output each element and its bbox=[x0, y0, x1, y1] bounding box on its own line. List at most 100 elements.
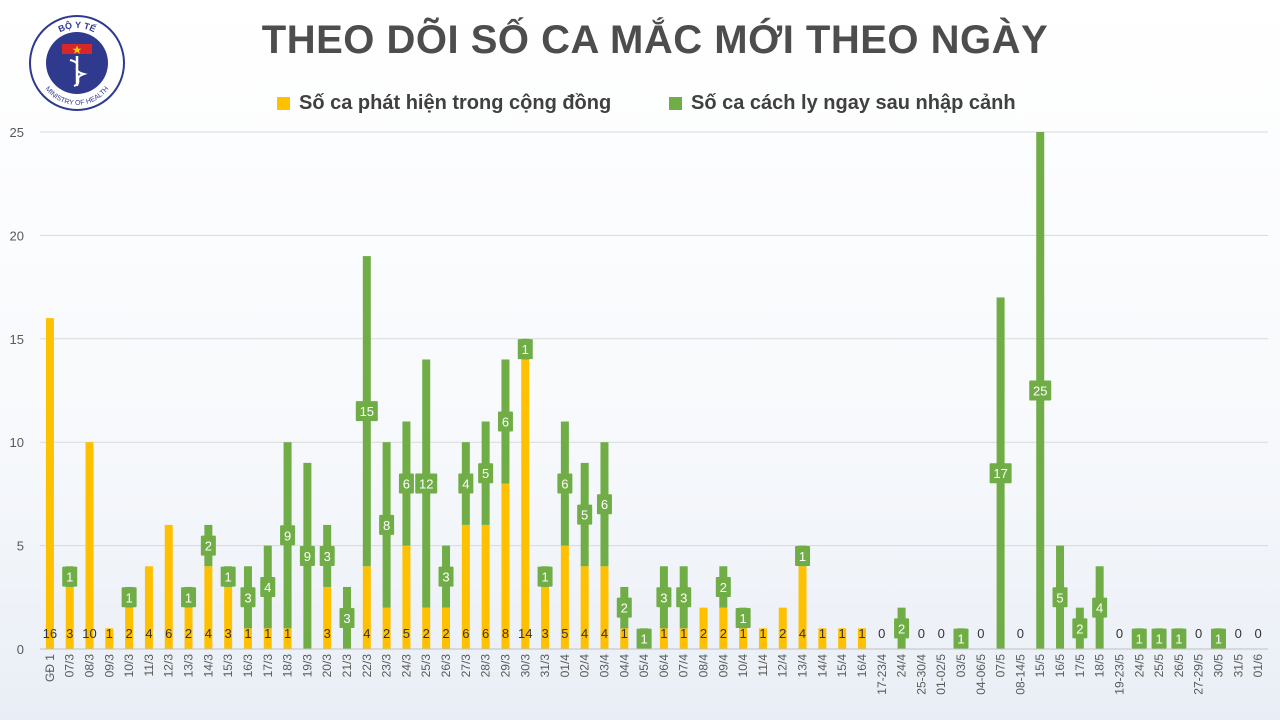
x-tick-label: 20/3 bbox=[320, 654, 334, 678]
data-label-box-quarantine bbox=[260, 576, 276, 597]
x-tick-label: 06/4 bbox=[657, 654, 671, 678]
data-label-community: 1 bbox=[106, 626, 113, 641]
data-label-quarantine: 1 bbox=[1175, 632, 1182, 647]
x-tick-label: 13/4 bbox=[796, 654, 810, 678]
data-label-community: 1 bbox=[244, 626, 251, 641]
x-tick-label: 03/4 bbox=[597, 654, 611, 678]
data-label-box-quarantine bbox=[616, 597, 632, 618]
svg-text:BỘ Y TẾ: BỘ Y TẾ bbox=[57, 19, 98, 34]
data-label-community: 3 bbox=[324, 626, 331, 641]
data-label-community: 1 bbox=[284, 626, 291, 641]
data-label-community: 1 bbox=[621, 626, 628, 641]
data-label-box-quarantine bbox=[497, 411, 513, 432]
bar-community bbox=[402, 545, 411, 649]
y-tick-label: 10 bbox=[10, 435, 24, 450]
data-label-community: 14 bbox=[518, 626, 532, 641]
data-label-community: 4 bbox=[581, 626, 588, 641]
data-label-box-quarantine bbox=[715, 576, 731, 597]
bar-community bbox=[243, 628, 252, 649]
x-tick-label: 01-02/5 bbox=[934, 654, 948, 695]
data-label-box-quarantine bbox=[1151, 628, 1167, 649]
x-tick-label: 13/3 bbox=[182, 654, 196, 678]
data-label-box-quarantine bbox=[1131, 628, 1147, 649]
bar-community bbox=[778, 607, 787, 649]
legend-label-quarantine: Số ca cách ly ngay sau nhập cảnh bbox=[691, 92, 1016, 114]
data-label-box-quarantine bbox=[200, 535, 216, 556]
bar-community bbox=[362, 566, 371, 649]
bar-community bbox=[481, 524, 490, 649]
x-tick-label: 08/3 bbox=[83, 654, 97, 678]
bar-community bbox=[798, 566, 807, 649]
x-tick-label: 25-30/4 bbox=[914, 654, 928, 695]
x-tick-label: 30/5 bbox=[1211, 654, 1225, 678]
data-label-quarantine: 6 bbox=[502, 415, 509, 430]
data-label-quarantine: 2 bbox=[621, 601, 628, 616]
bar-community bbox=[659, 628, 668, 649]
data-label-box-quarantine bbox=[319, 545, 335, 566]
data-label-quarantine: 1 bbox=[66, 570, 73, 585]
data-label-quarantine: 5 bbox=[482, 466, 489, 481]
bar-community bbox=[679, 628, 688, 649]
data-label-community: 1 bbox=[858, 626, 865, 641]
data-label-box-quarantine bbox=[62, 566, 78, 587]
data-label-community: 6 bbox=[462, 626, 469, 641]
data-label-quarantine: 4 bbox=[264, 580, 271, 595]
x-tick-label: 14/4 bbox=[815, 654, 829, 678]
bar-community bbox=[739, 628, 748, 649]
data-label-quarantine: 25 bbox=[1033, 384, 1047, 399]
bar-community bbox=[263, 628, 272, 649]
x-tick-label: 11/3 bbox=[142, 654, 156, 677]
data-label-community: 1 bbox=[839, 626, 846, 641]
x-tick-label: 10/3 bbox=[122, 654, 136, 678]
data-label-community: 4 bbox=[799, 626, 806, 641]
data-label-community: 3 bbox=[225, 626, 232, 641]
logo-top-text: BỘ Y TẾ bbox=[57, 19, 98, 34]
data-label-box-quarantine bbox=[989, 463, 1012, 484]
data-label-quarantine: 9 bbox=[284, 528, 291, 543]
legend-item-community: Số ca phát hiện trong cộng đồng bbox=[277, 92, 611, 115]
bar-community bbox=[461, 524, 470, 649]
bar-community bbox=[719, 607, 728, 649]
data-label-community: 2 bbox=[700, 626, 707, 641]
data-label-community: 2 bbox=[720, 626, 727, 641]
data-label-community: 0 bbox=[1017, 626, 1024, 641]
data-label-community: 10 bbox=[82, 626, 96, 641]
bar-community bbox=[838, 628, 847, 649]
legend-swatch-community bbox=[277, 97, 290, 110]
data-label-community: 1 bbox=[264, 626, 271, 641]
data-label-quarantine: 1 bbox=[522, 342, 529, 357]
x-tick-label: 07/3 bbox=[63, 654, 77, 678]
data-label-quarantine: 5 bbox=[581, 508, 588, 523]
data-label-box-quarantine bbox=[1210, 628, 1226, 649]
bar-community bbox=[45, 318, 54, 649]
data-label-community: 0 bbox=[878, 626, 885, 641]
data-label-quarantine: 1 bbox=[1155, 632, 1162, 647]
x-tick-label: 12/4 bbox=[776, 654, 790, 678]
data-label-community: 1 bbox=[759, 626, 766, 641]
data-label-community: 0 bbox=[918, 626, 925, 641]
x-tick-label: 19/3 bbox=[300, 654, 314, 678]
data-label-community: 5 bbox=[561, 626, 568, 641]
x-tick-label: 09/4 bbox=[716, 654, 730, 678]
ministry-of-health-logo: BỘ Y TẾ MINISTRY OF HEALTH bbox=[28, 14, 126, 112]
bar-community bbox=[85, 442, 94, 649]
data-label-quarantine: 9 bbox=[304, 549, 311, 564]
legend-label-community: Số ca phát hiện trong cộng đồng bbox=[299, 92, 612, 114]
x-tick-label: 25/5 bbox=[1152, 654, 1166, 678]
data-label-box-quarantine bbox=[181, 587, 197, 608]
x-tick-label: 01/4 bbox=[558, 654, 572, 678]
data-label-quarantine: 6 bbox=[601, 497, 608, 512]
data-label-box-quarantine bbox=[537, 566, 553, 587]
x-tick-label: 09/3 bbox=[102, 654, 116, 678]
bar-community bbox=[501, 483, 510, 649]
data-label-quarantine: 2 bbox=[205, 539, 212, 554]
data-label-quarantine: 2 bbox=[898, 621, 905, 636]
data-label-community: 2 bbox=[442, 626, 449, 641]
x-tick-label: 15/5 bbox=[1033, 654, 1047, 678]
bar-community bbox=[758, 628, 767, 649]
x-tick-label: 18/3 bbox=[281, 654, 295, 678]
y-tick-label: 5 bbox=[17, 539, 24, 554]
x-tick-label: 04-06/5 bbox=[974, 654, 988, 695]
bar-community bbox=[857, 628, 866, 649]
x-tick-label: 28/3 bbox=[479, 654, 493, 678]
